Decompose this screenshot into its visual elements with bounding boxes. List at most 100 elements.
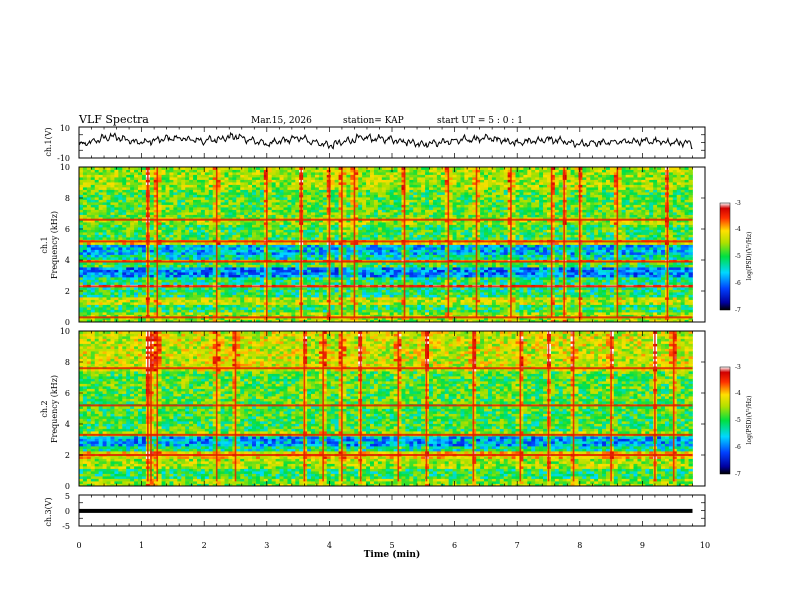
spectrogram-cell xyxy=(322,314,328,318)
spectrogram-cell xyxy=(598,247,603,250)
spectrogram-cell xyxy=(338,299,343,303)
spectrogram-cell xyxy=(314,304,320,308)
spectrogram-cell xyxy=(535,249,540,253)
spectrogram-cell xyxy=(366,264,371,268)
spectrogram-cell xyxy=(248,279,253,283)
spectrogram-cell xyxy=(609,309,615,313)
spectrogram-cell xyxy=(134,279,139,283)
spectrogram-cell xyxy=(130,292,135,295)
spectrogram-cell xyxy=(680,287,686,290)
spectrogram-cell xyxy=(688,317,693,320)
spectrogram-cell xyxy=(480,282,485,285)
spectrogram-cell xyxy=(259,294,265,298)
spectrogram-cell xyxy=(688,289,693,293)
spectrogram-cell xyxy=(287,272,292,275)
spectrogram-cell xyxy=(531,274,536,278)
spectrogram-cell xyxy=(259,274,265,278)
spectrogram-cell xyxy=(346,282,351,285)
spectrogram-cell xyxy=(244,307,249,310)
spectrogram-cell xyxy=(621,312,627,315)
spectrogram-cell xyxy=(181,269,186,273)
spectrogram-cell xyxy=(228,292,233,295)
spectrogram-cell xyxy=(338,287,343,290)
spectrogram-cell xyxy=(177,299,182,303)
spectrogram-cell xyxy=(196,252,202,255)
spectrogram-cell xyxy=(672,264,678,268)
spectrogram-cell xyxy=(362,274,367,278)
spectrogram-cell xyxy=(224,249,229,253)
spectrogram-cell xyxy=(432,252,438,255)
spectrogram-cell xyxy=(90,274,96,278)
spectrogram-cell xyxy=(248,264,253,268)
spectrogram-cell xyxy=(389,292,394,295)
spectrogram-cell xyxy=(200,319,206,323)
spectrogram-cell xyxy=(680,272,686,275)
spectrogram-cell xyxy=(480,309,485,313)
spectrogram-cell xyxy=(204,314,210,318)
spectrogram-cell xyxy=(645,297,650,300)
spectrogram-cell xyxy=(554,257,560,260)
spectrogram-cell xyxy=(185,282,190,285)
spectrogram-cell xyxy=(401,269,406,273)
spectrogram-cell xyxy=(134,292,139,295)
spectrogram-cell xyxy=(487,292,493,295)
spectrogram-cell xyxy=(507,249,512,253)
spectrogram-cell xyxy=(322,319,328,323)
spectrogram-cell xyxy=(617,309,623,313)
spectrogram-cell xyxy=(558,309,564,313)
spectrogram-cell xyxy=(216,242,221,245)
spectrogram-cell xyxy=(594,317,599,320)
spectrogram-cell xyxy=(460,269,465,273)
spectrogram-cell xyxy=(157,252,162,255)
spectrogram-cell xyxy=(495,292,501,295)
spectrogram-cell xyxy=(307,252,312,255)
spectrogram-cell xyxy=(181,264,186,268)
spectrogram-cell xyxy=(236,297,241,300)
spectrogram-cell xyxy=(503,309,509,313)
spectrogram-cell xyxy=(366,304,371,308)
spectrogram-cell xyxy=(204,242,210,245)
spectrogram-cell xyxy=(279,272,284,275)
spectrogram-cell xyxy=(421,262,426,265)
spectrogram-cell xyxy=(307,302,312,305)
spectrogram-cell xyxy=(629,244,634,248)
spectrogram-cell xyxy=(149,244,155,248)
spectrogram-cell xyxy=(570,299,575,303)
spectrogram-cell xyxy=(82,262,88,265)
spectrogram-cell xyxy=(122,294,127,298)
spectrogram-cell xyxy=(389,304,394,308)
spectrogram-cell xyxy=(409,312,414,315)
spectrogram-cell xyxy=(688,314,693,318)
spectrogram-cell xyxy=(668,247,674,250)
spectrogram-cell xyxy=(421,279,426,283)
spectrogram-cell xyxy=(511,314,516,318)
spectrogram-cell xyxy=(598,264,603,268)
spectrogram-cell xyxy=(499,257,505,260)
spectrogram-cell xyxy=(279,289,284,293)
spectrogram-cell xyxy=(598,314,603,318)
spectrogram-cell xyxy=(114,247,119,250)
spectrogram-cell xyxy=(436,267,442,270)
spectrogram-cell xyxy=(350,292,355,295)
spectrogram-cell xyxy=(255,319,261,323)
spectrogram-cell xyxy=(334,287,339,290)
spectrogram-cell xyxy=(460,314,465,318)
spectrogram-cell xyxy=(330,307,336,310)
spectrogram-cell xyxy=(161,247,166,250)
spectrogram-cell xyxy=(625,302,630,305)
spectrogram-cell xyxy=(503,287,509,290)
spectrogram-cell xyxy=(271,319,277,323)
spectrogram-cell xyxy=(389,262,394,265)
spectrogram-cell xyxy=(507,304,512,308)
spectrogram-cell xyxy=(519,267,524,270)
spectrogram-cell xyxy=(149,304,155,308)
spectrogram-cell xyxy=(432,299,438,303)
spectrogram-cell xyxy=(425,302,430,305)
spectrogram-cell xyxy=(86,302,92,305)
spectrogram-cell xyxy=(220,282,225,285)
spectrogram-cell xyxy=(263,247,269,250)
spectrogram-cell xyxy=(330,304,336,308)
spectrogram-cell xyxy=(98,299,103,303)
spectrogram-cell xyxy=(499,309,505,313)
spectrogram-cell xyxy=(429,317,434,320)
